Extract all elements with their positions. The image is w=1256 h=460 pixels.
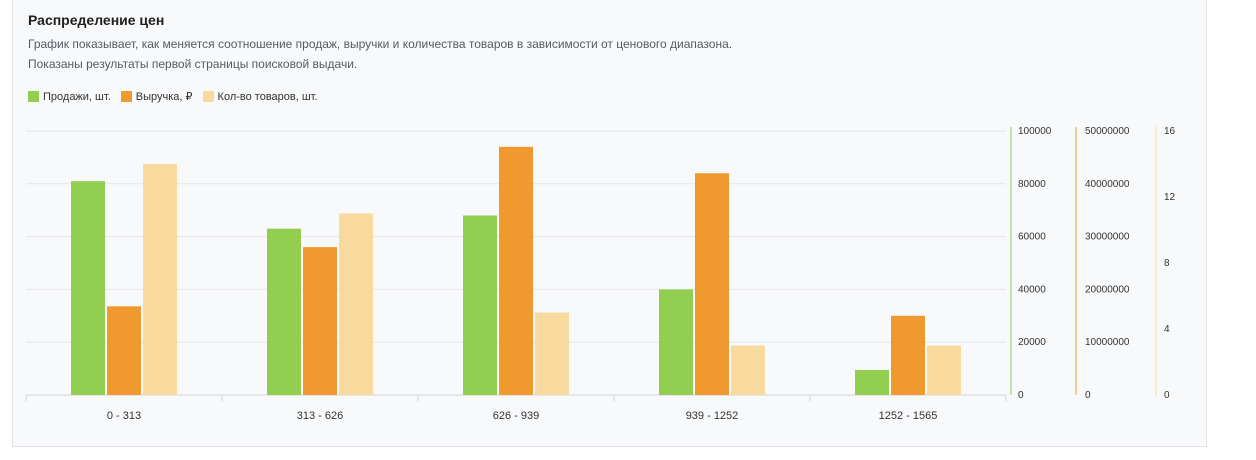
x-tick-label: 1252 - 1565	[879, 410, 938, 422]
bar-count	[927, 345, 961, 395]
x-tick-label: 626 - 939	[493, 410, 539, 422]
y-tick-label-y1: 100000	[1018, 126, 1052, 137]
x-tick-label: 939 - 1252	[686, 410, 739, 422]
y-tick-label-y2: 40000000	[1085, 179, 1130, 190]
legend-label-revenue: Выручка, ₽	[135, 91, 193, 103]
bar-revenue	[499, 146, 533, 395]
legend-swatch-revenue	[120, 91, 132, 102]
y-tick-label-y1: 80000	[1018, 179, 1046, 190]
y-tick-label-y2: 20000000	[1085, 284, 1130, 295]
y-tick-label-y1: 40000	[1018, 284, 1046, 295]
y-tick-label-y3: 12	[1164, 192, 1176, 203]
bar-revenue	[891, 315, 925, 395]
chart-description: График показывает, как меняется соотноше…	[28, 37, 733, 51]
bar-revenue	[107, 306, 141, 395]
y-tick-label-y1: 20000	[1018, 337, 1046, 348]
y-tick-label-y2: 10000000	[1085, 337, 1130, 348]
y-tick-label-y2: 0	[1085, 390, 1091, 401]
bar-revenue	[695, 173, 729, 395]
y-tick-label-y3: 0	[1164, 390, 1170, 401]
chart-description-note: Показаны результаты первой страницы поис…	[28, 57, 358, 71]
legend-item-revenue[interactable]: Выручка, ₽	[120, 90, 193, 103]
bar-sales	[659, 289, 693, 395]
bar-count	[143, 164, 177, 395]
bar-sales	[463, 215, 497, 395]
x-tick-label: 0 - 313	[107, 410, 141, 422]
chart-legend: Продажи, шт. Выручка, ₽ Кол-во товаров, …	[28, 90, 318, 103]
y-tick-label-y3: 4	[1164, 324, 1170, 335]
y-tick-label-y2: 50000000	[1085, 126, 1130, 137]
legend-label-sales: Продажи, шт.	[43, 90, 111, 103]
y-tick-label-y1: 0	[1018, 390, 1024, 401]
legend-label-count: Кол-во товаров, шт.	[217, 90, 318, 103]
chart-title: Распределение цен	[28, 12, 165, 28]
bar-count	[339, 213, 373, 395]
bar-count	[731, 345, 765, 395]
bar-count	[535, 312, 569, 395]
legend-item-sales[interactable]: Продажи, шт.	[28, 90, 111, 103]
y-tick-label-y1: 60000	[1018, 232, 1046, 243]
bar-sales	[855, 369, 889, 395]
legend-swatch-sales	[28, 91, 39, 102]
x-tick-label: 313 - 626	[297, 410, 343, 422]
legend-swatch-count	[202, 91, 214, 102]
legend-item-count[interactable]: Кол-во товаров, шт.	[202, 90, 318, 103]
bar-sales	[267, 228, 301, 395]
bar-revenue	[303, 247, 337, 395]
y-tick-label-y3: 8	[1164, 258, 1170, 269]
price-distribution-card	[12, 0, 1207, 447]
y-tick-label-y2: 30000000	[1085, 232, 1130, 243]
bar-sales	[71, 181, 105, 395]
y-tick-label-y3: 16	[1164, 126, 1176, 137]
